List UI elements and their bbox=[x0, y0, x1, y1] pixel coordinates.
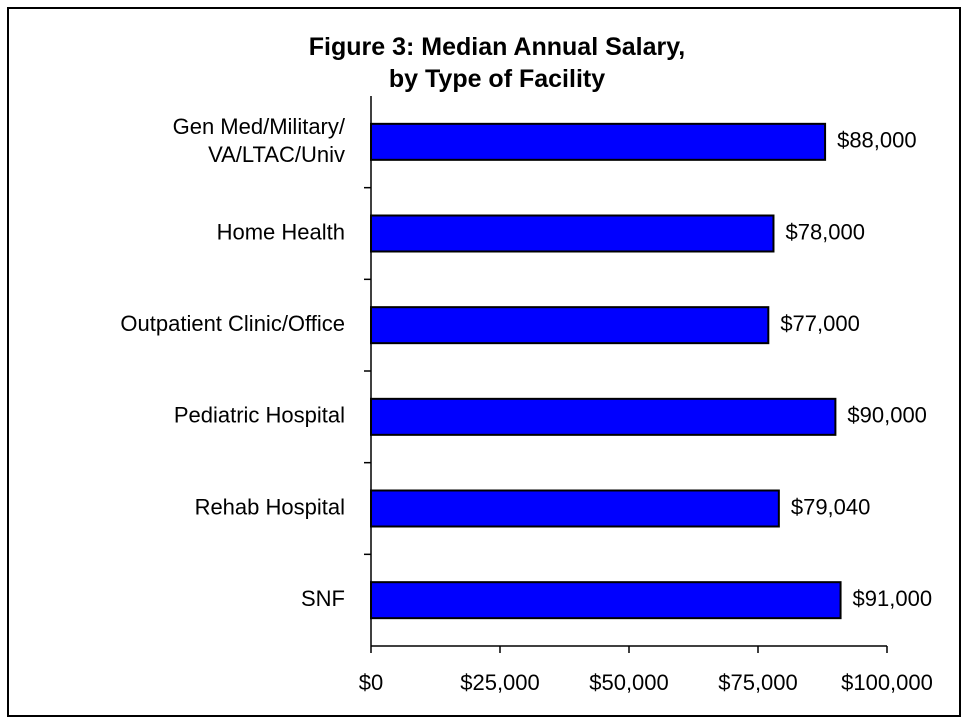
x-tick-label: $50,000 bbox=[589, 670, 669, 695]
y-tick-label: Home Health bbox=[217, 219, 345, 244]
value-label: $90,000 bbox=[847, 403, 927, 428]
value-label: $88,000 bbox=[837, 128, 917, 153]
value-label: $78,000 bbox=[785, 219, 865, 244]
y-tick-label: Outpatient Clinic/Office bbox=[120, 311, 345, 336]
y-tick-label: SNF bbox=[301, 586, 345, 611]
bar bbox=[370, 581, 842, 620]
bar bbox=[370, 214, 775, 253]
bar bbox=[370, 306, 770, 345]
x-tick-label: $25,000 bbox=[460, 670, 540, 695]
bar bbox=[370, 397, 837, 436]
y-tick-label: Rehab Hospital bbox=[195, 494, 345, 519]
y-tick-label: Pediatric Hospital bbox=[174, 403, 345, 428]
y-tick-label: Gen Med/Military/VA/LTAC/Univ bbox=[173, 114, 346, 167]
value-label: $77,000 bbox=[780, 311, 860, 336]
value-label: $79,040 bbox=[791, 494, 871, 519]
value-label: $91,000 bbox=[853, 586, 933, 611]
x-tick-label: $0 bbox=[359, 670, 383, 695]
chart-title: Figure 3: Median Annual Salary, by Type o… bbox=[309, 33, 685, 93]
bar bbox=[370, 489, 780, 528]
x-tick-label: $100,000 bbox=[841, 670, 933, 695]
x-tick-label: $75,000 bbox=[718, 670, 798, 695]
bar bbox=[370, 122, 827, 161]
